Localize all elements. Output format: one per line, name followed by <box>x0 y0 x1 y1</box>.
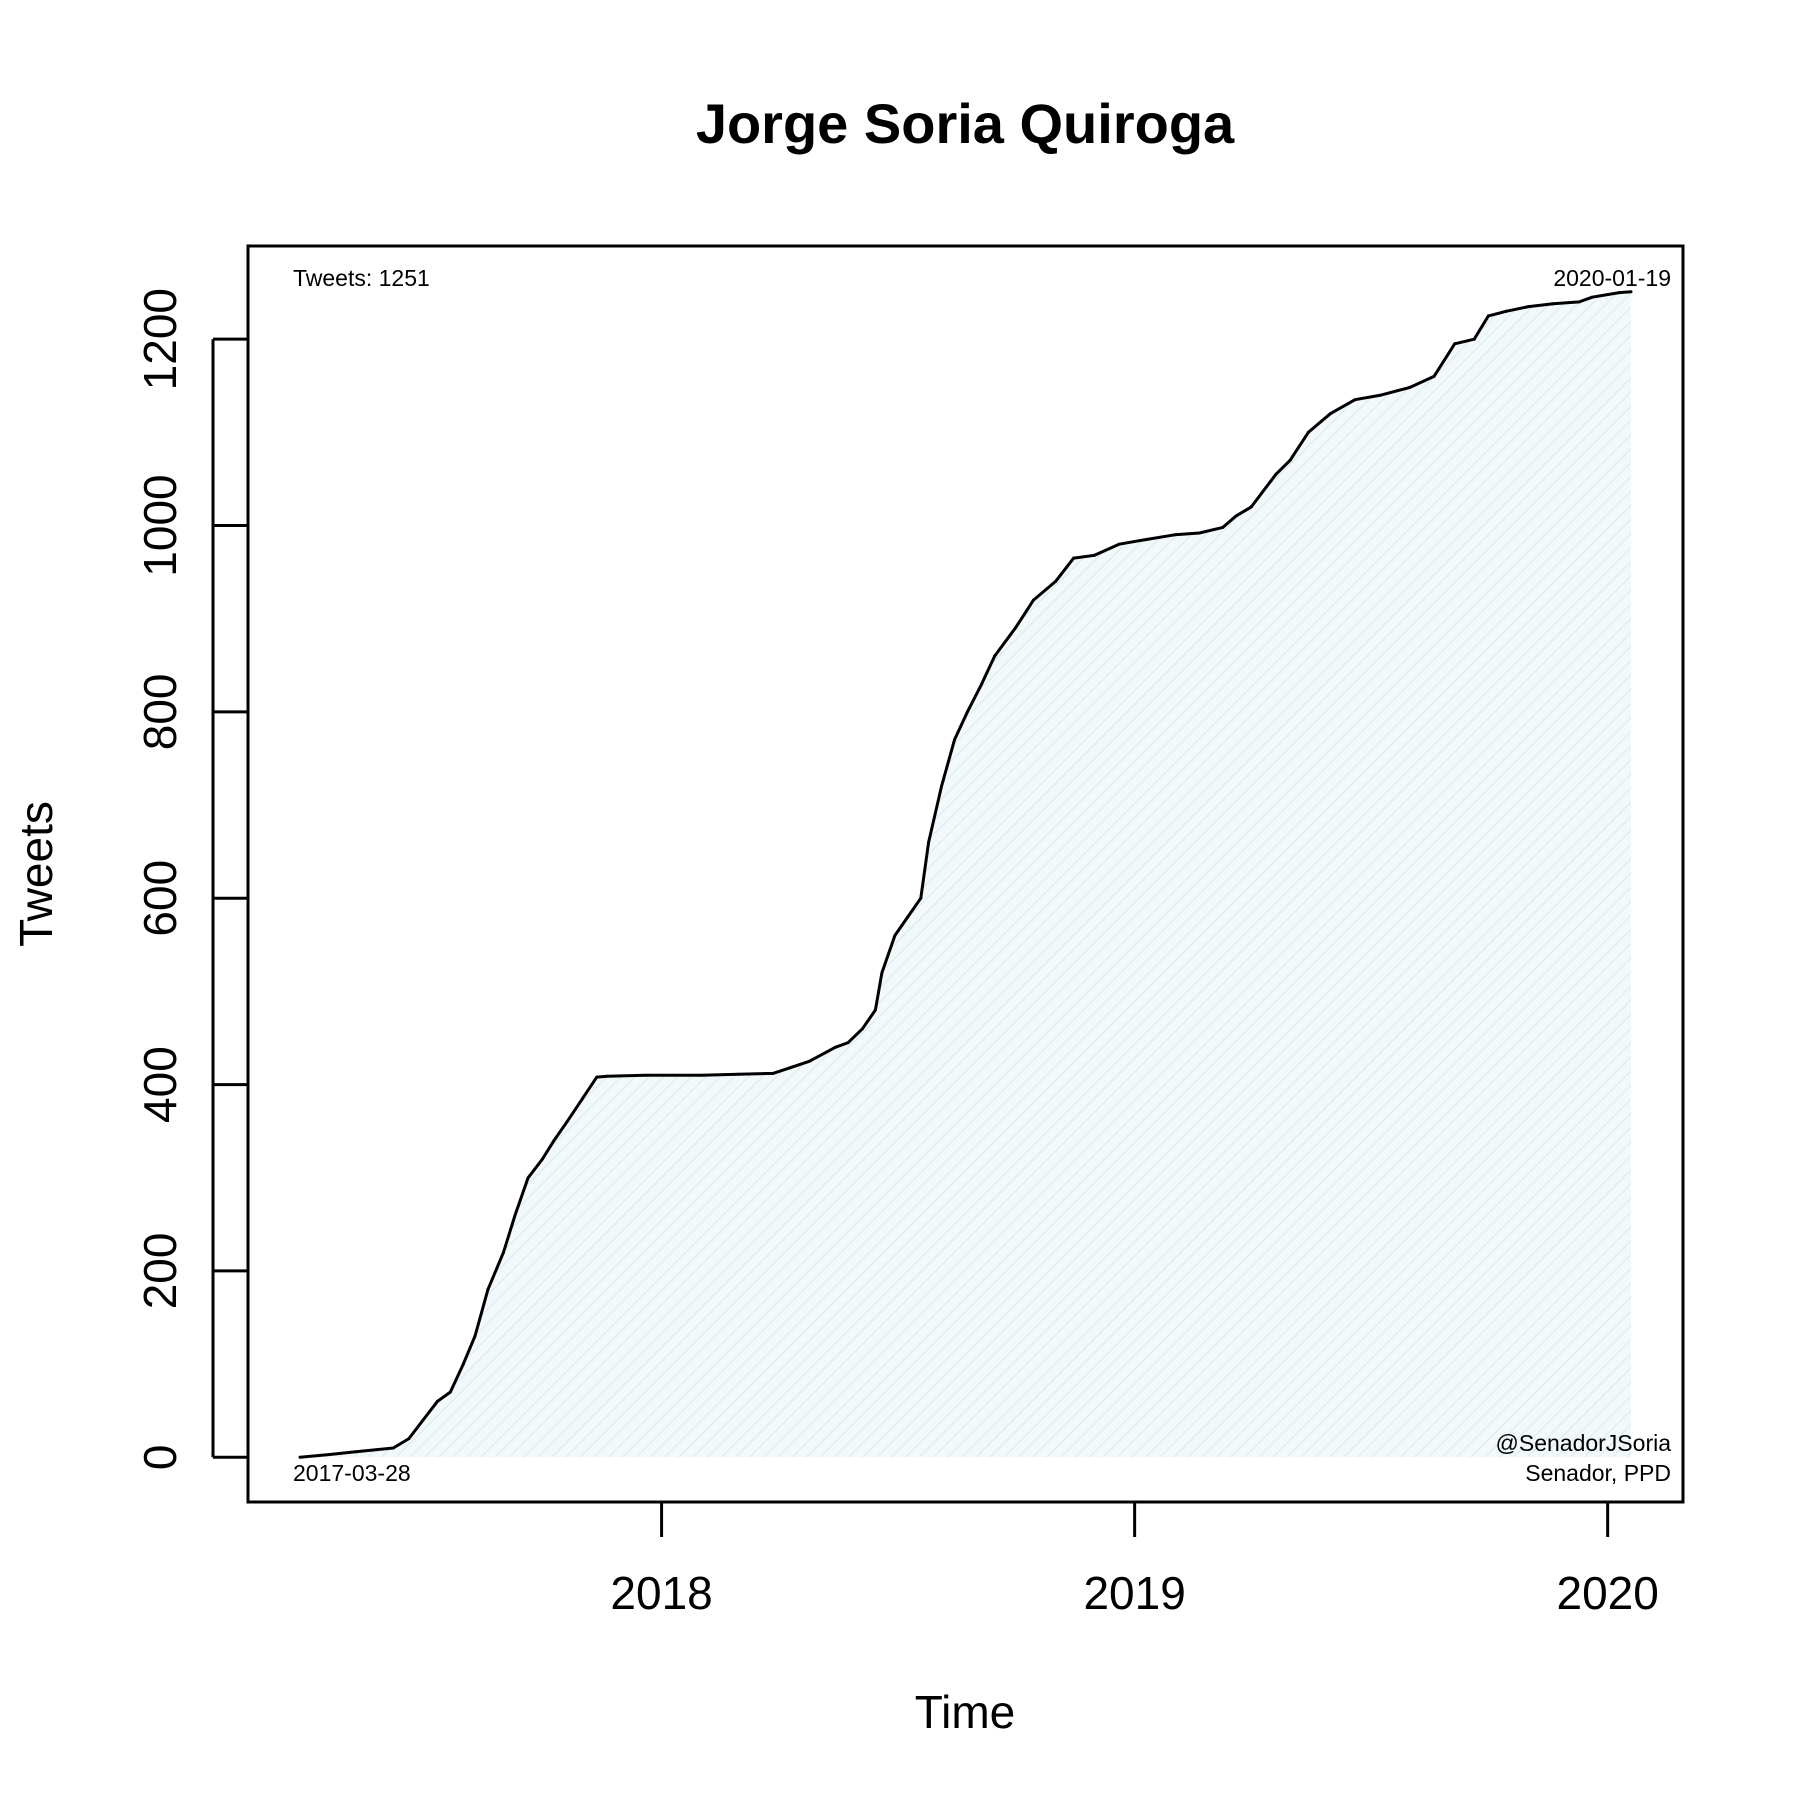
data-point <box>807 1059 811 1063</box>
series-line <box>299 290 1632 1459</box>
data-point <box>328 1453 332 1456</box>
data-point <box>1072 556 1076 560</box>
data-point <box>873 1008 877 1012</box>
data-point <box>1032 598 1035 602</box>
data-point <box>1590 295 1594 299</box>
data-point <box>1306 430 1310 434</box>
data-point <box>919 896 923 900</box>
data-point <box>1505 309 1509 313</box>
data-point <box>1197 531 1201 535</box>
data-point <box>391 1446 395 1450</box>
chart-title: Jorge Soria Quiroga <box>696 92 1235 155</box>
data-point <box>861 1027 864 1031</box>
plot-area <box>298 290 1633 1459</box>
cumulative-area-fill <box>300 291 1631 1458</box>
data-point <box>1472 337 1476 341</box>
x-axis-label: Time <box>915 1686 1016 1738</box>
data-point <box>993 654 997 658</box>
data-point <box>1173 533 1177 537</box>
x-tick-label: 2020 <box>1557 1567 1659 1619</box>
start-date-annotation: 2017-03-28 <box>293 1460 411 1486</box>
data-point <box>1274 472 1278 476</box>
x-axis: 2018 2019 2020 <box>610 1502 1659 1619</box>
data-point <box>1453 342 1457 346</box>
data-point <box>1407 386 1411 390</box>
data-point <box>893 934 897 937</box>
end-date-annotation: 2020-01-19 <box>1553 265 1671 291</box>
data-point <box>298 1455 302 1459</box>
data-point <box>906 915 910 919</box>
y-tick-label: 200 <box>134 1233 186 1310</box>
data-point <box>540 1157 544 1161</box>
data-point <box>1093 553 1096 557</box>
data-point <box>435 1399 439 1403</box>
data-point <box>552 1139 556 1142</box>
data-point <box>1117 542 1121 546</box>
data-point <box>644 1073 648 1077</box>
y-axis-label: Tweets <box>10 801 62 947</box>
x-tick-label: 2018 <box>610 1567 712 1619</box>
data-point <box>1353 398 1357 402</box>
data-point <box>448 1390 452 1394</box>
data-point <box>1288 458 1292 462</box>
data-point <box>788 1066 792 1070</box>
data-point <box>1234 514 1238 518</box>
data-point <box>502 1250 505 1254</box>
data-point <box>354 1450 358 1454</box>
data-point <box>1551 302 1555 306</box>
data-point <box>1221 525 1225 529</box>
data-point <box>771 1071 775 1075</box>
data-point <box>461 1362 465 1366</box>
data-point <box>940 784 943 788</box>
data-point <box>565 1120 569 1124</box>
data-point <box>736 1072 740 1076</box>
data-point <box>927 840 931 844</box>
data-point <box>1379 393 1383 397</box>
data-point <box>965 710 969 714</box>
data-point <box>1629 290 1633 294</box>
tweet-count-annotation: Tweets: 1251 <box>293 265 430 291</box>
data-point <box>1013 626 1017 630</box>
plot-frame <box>246 244 1685 1504</box>
data-point <box>1054 579 1058 583</box>
y-axis: 0 200 400 600 800 1000 1200 <box>134 288 248 1470</box>
data-point <box>1432 374 1436 378</box>
data-point <box>407 1437 411 1441</box>
data-point <box>1617 291 1621 295</box>
data-point <box>581 1097 584 1101</box>
y-tick-label: 0 <box>134 1444 186 1470</box>
data-point <box>833 1045 837 1049</box>
data-point <box>526 1176 530 1180</box>
y-tick-label: 600 <box>134 860 186 937</box>
y-tick-label: 400 <box>134 1046 186 1123</box>
data-point <box>513 1213 517 1217</box>
data-point <box>486 1288 490 1292</box>
data-point <box>1328 412 1332 416</box>
data-point <box>700 1073 704 1077</box>
data-point <box>595 1075 599 1079</box>
data-point <box>980 682 984 686</box>
y-tick-label: 1000 <box>134 474 186 576</box>
data-point <box>473 1334 477 1338</box>
data-point <box>605 1074 609 1078</box>
data-point <box>1527 305 1531 309</box>
account-handle-annotation: @SenadorJSoria <box>1496 1430 1672 1456</box>
data-point <box>1486 314 1490 318</box>
data-point <box>1144 538 1148 541</box>
data-point <box>1577 300 1581 304</box>
data-point <box>846 1041 850 1045</box>
affiliation-annotation: Senador, PPD <box>1525 1460 1671 1486</box>
data-point <box>1249 505 1253 509</box>
y-tick-label: 1200 <box>134 288 186 390</box>
x-tick-label: 2019 <box>1083 1567 1185 1619</box>
y-tick-label: 800 <box>134 674 186 751</box>
data-point <box>421 1418 425 1422</box>
data-point <box>880 971 884 975</box>
data-point <box>953 738 956 742</box>
